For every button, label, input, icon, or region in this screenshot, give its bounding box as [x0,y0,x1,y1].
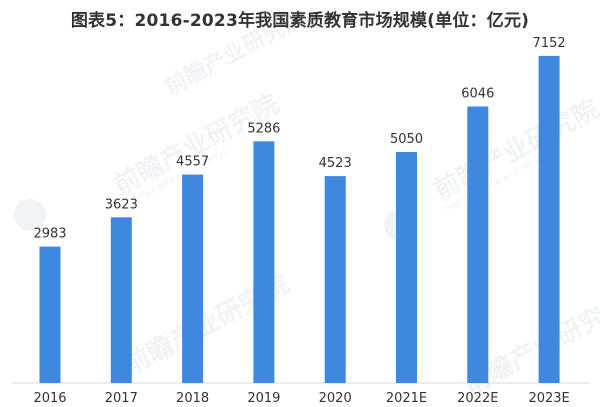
watermark-logo [14,199,46,231]
x-tick-labels-group: 2016 2017 2018 2019 2020 2021E 2022E 2023E [33,391,569,406]
x-tick-label-2016: 2016 [33,391,66,406]
value-labels-group: 2983 3623 4557 5286 4523 5050 6046 7152 [33,36,565,242]
x-tick-label-2019: 2019 [247,391,280,406]
value-label-2021E: 5050 [390,132,423,147]
chart-title: 图表5：2016-2023年我国素质教育市场规模(单位：亿元) [70,11,530,31]
bar-2023E [538,55,560,384]
x-tick-label-2018: 2018 [176,391,209,406]
value-label-2019: 5286 [247,121,280,136]
watermarks: 前瞻产业研究院 中国产业咨询领导者 4008 399 830 前瞻产业研究院 中… [14,5,600,401]
value-label-2022E: 6046 [461,87,494,102]
value-label-2016: 2983 [33,227,66,242]
bar-2022E [467,106,489,383]
x-tick-label-2022E: 2022E [457,391,498,406]
watermark-logo: 前瞻产业研究院 中国产业咨询领导者 4008 399 830 [429,93,600,214]
bar-2016 [39,246,61,383]
x-tick-label-2021E: 2021E [386,391,427,406]
svg-text:前瞻产业研究院: 前瞻产业研究院 [429,93,600,206]
bar-2020 [324,176,346,383]
bar-2021E [396,152,417,383]
value-label-2020: 4523 [319,156,352,171]
value-label-2023E: 7152 [533,36,566,51]
x-tick-label-2020: 2020 [319,391,352,406]
bar-2017 [110,217,132,383]
bars-group [39,55,560,384]
value-label-2018: 4557 [176,155,209,170]
watermark-logo: 前瞻产业研究院 [161,5,309,100]
x-tick-label-2023E: 2023E [528,391,569,406]
x-tick-label-2017: 2017 [105,391,138,406]
value-label-2017: 3623 [105,197,138,212]
bar-2019 [253,141,275,383]
svg-text:前瞻产业研究院: 前瞻产业研究院 [161,5,309,100]
bar-2018 [182,174,204,383]
